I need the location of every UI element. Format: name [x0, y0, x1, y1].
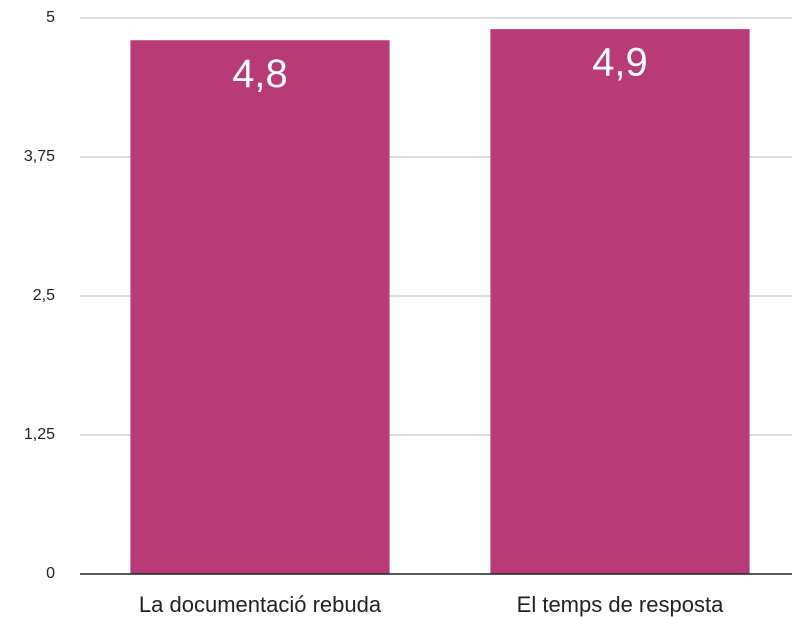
value-label: 4,8	[232, 52, 288, 96]
x-tick-label: La documentació rebuda	[139, 592, 382, 617]
y-tick-label: 1,25	[24, 426, 55, 443]
bar	[490, 29, 750, 575]
y-tick-label: 2,5	[33, 287, 55, 304]
y-tick-label: 3,75	[24, 148, 55, 165]
bar	[130, 40, 390, 575]
y-tick-label: 0	[46, 565, 55, 582]
value-label: 4,9	[592, 41, 648, 85]
x-tick-label: El temps de resposta	[517, 592, 724, 617]
y-tick-label: 5	[46, 9, 55, 26]
